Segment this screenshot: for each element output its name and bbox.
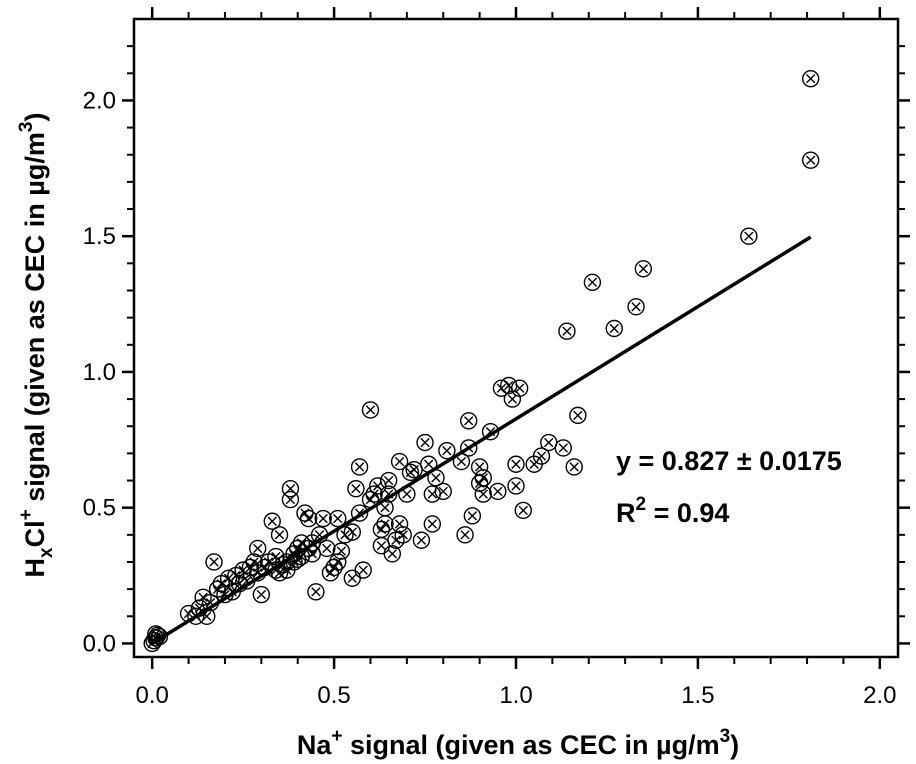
x-axis-ticks: 0.0 0.5 1.0 1.5 2.0 [136,7,896,709]
x-tick-label: 1.5 [681,682,714,709]
data-point [343,569,361,587]
data-point [634,260,653,278]
data-point [263,512,281,530]
data-point [470,474,489,492]
data-point [350,458,369,476]
data-point [325,558,343,577]
data-point [372,536,391,555]
data-point [296,504,314,522]
data-point [343,523,361,541]
data-point [438,441,456,460]
data-point [299,509,318,528]
data-point [456,526,474,544]
data-point [390,515,409,533]
data-point [314,509,332,528]
data-point [558,322,576,340]
data-point [583,273,602,292]
y-axis-title: HxCl+ signal (given as CEC in µg/m3) [16,113,57,578]
data-points [143,70,820,653]
data-point [387,531,405,549]
data-point [474,469,492,487]
data-point [801,151,820,169]
x-tick-label: 1.0 [499,682,532,709]
data-point [554,439,572,457]
data-point [507,477,525,495]
data-point [347,479,365,498]
x-axis-title: Na+ signal (given as CEC in µg/m3) [297,726,739,760]
data-point [627,298,645,316]
data-point [801,70,820,88]
y-tick-label: 0.0 [83,630,116,657]
y-tick-label: 1.5 [83,223,116,250]
y-axis-ticks: 0.0 0.5 1.0 1.5 2.0 [83,45,910,657]
data-point [416,433,434,452]
y-tick-label: 2.0 [83,87,116,114]
data-point [354,561,372,579]
data-point [489,482,507,501]
data-point [379,471,398,490]
data-point [205,553,223,571]
data-point [532,447,551,465]
data-point [470,458,489,476]
data-point [460,412,478,430]
data-point [332,542,351,560]
data-point [281,490,300,509]
data-point [372,520,391,539]
plot-frame [132,17,900,659]
regression-line [151,235,812,645]
r-squared: R2 = 0.94 [616,494,729,528]
data-point [394,526,412,544]
data-point [194,588,212,606]
data-point [463,507,482,525]
data-point [376,515,394,533]
data-point [321,564,340,582]
data-point [507,455,525,473]
data-point [361,401,380,419]
data-point [390,452,409,471]
data-point [434,482,452,501]
fit-equation: y = 0.827 ± 0.0175 [616,446,842,476]
data-point [329,509,347,528]
data-point [412,531,431,549]
data-point [540,433,558,452]
data-point [252,585,271,604]
data-point [565,458,583,476]
data-point [474,485,492,503]
x-tick-label: 2.0 [863,682,896,709]
data-point [514,501,532,520]
data-point [605,319,623,338]
data-point [398,485,416,503]
data-point [503,390,522,408]
data-point [510,379,529,397]
data-point [329,553,347,571]
data-point [270,526,289,544]
data-point [318,539,336,558]
data-point [212,574,231,593]
data-point [307,583,325,601]
data-point [423,485,442,503]
data-point [423,515,442,533]
x-tick-label: 0.5 [317,682,350,709]
y-tick-label: 1.0 [83,359,116,386]
data-point [248,539,267,558]
data-point [569,406,587,425]
y-tick-label: 0.5 [83,495,116,522]
data-point [383,545,402,563]
data-point [740,227,758,245]
x-tick-label: 0.0 [136,682,169,709]
